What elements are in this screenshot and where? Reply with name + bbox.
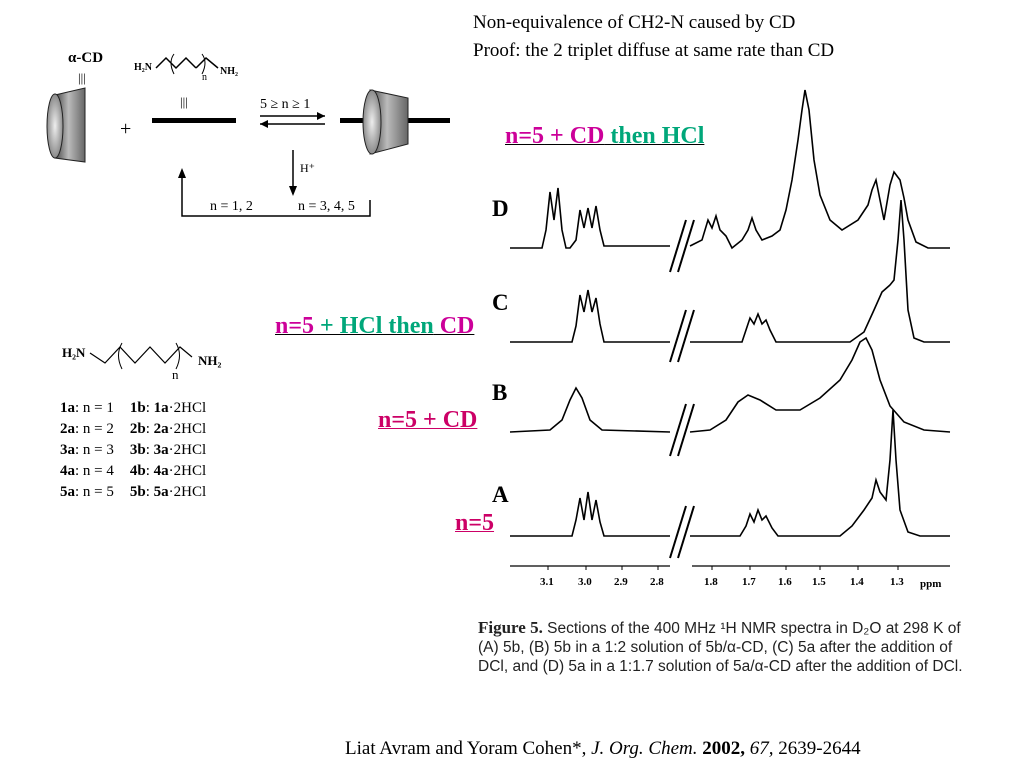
citation-volume: 67, xyxy=(745,738,774,759)
axis-unit: ppm xyxy=(920,578,941,590)
compound-row: 2a: n = 2 2b: 2a·2HCl xyxy=(60,421,207,437)
trace-a-right xyxy=(690,409,950,537)
annotation-a: n=5 xyxy=(455,510,495,536)
annotation-d: n=5 + CD then HCl xyxy=(505,123,704,150)
axis-tick-label: 2.9 xyxy=(614,576,628,588)
cd-label: α-CD xyxy=(68,50,103,66)
compound-row: 1a: n = 1 1b: 1a·2HCl xyxy=(60,400,207,416)
guest-rod xyxy=(152,118,236,123)
axis-break-marks xyxy=(669,219,695,559)
compound-structure: H₂N n NH₂ xyxy=(62,342,222,382)
structure-n: n xyxy=(172,367,179,382)
annotation-c-part3: CD xyxy=(433,313,475,339)
axis-tick-label: 3.1 xyxy=(540,576,554,588)
condition-label: 5 ≥ n ≥ 1 xyxy=(260,97,310,112)
figure-caption: Figure 5. Sections of the 400 MHz ¹H NMR… xyxy=(478,618,978,676)
note-line-1: Non-equivalence of CH2-N caused by CD xyxy=(473,12,796,33)
compound-row: 5a: n = 5 5b: 5a·2HCl xyxy=(60,484,207,500)
branch-right-label: n = 3, 4, 5 xyxy=(298,199,355,214)
plus-sign: + xyxy=(120,118,131,140)
note-line-2: Proof: the 2 triplet diffuse at same rat… xyxy=(473,40,835,61)
trace-label-c: C xyxy=(492,290,509,315)
annotation-c-part2: + HCl then xyxy=(314,313,434,339)
trace-a-left xyxy=(510,491,670,537)
citation: Liat Avram and Yoram Cohen*, J. Org. Che… xyxy=(345,738,861,760)
axis-tick-label: 1.3 xyxy=(890,576,904,588)
trace-d-right xyxy=(689,89,950,250)
nmr-spectra: D C B A 3.1 3.0 2.9 2.8 1.8 1.7 1.6 1.5 1.4 1.3 p… xyxy=(492,89,951,590)
structure-right: NH₂ xyxy=(198,353,222,368)
trace-c-right xyxy=(690,199,950,343)
compound-key-table: 1a: n = 1 1b: 1a·2HCl 2a: n = 2 2b: 2a·2HCl… xyxy=(60,398,206,503)
axis-tick-label: 1.4 xyxy=(850,576,864,588)
trace-label-b: B xyxy=(492,380,507,405)
amine-n: n xyxy=(202,72,207,83)
compound-row: 4a: n = 4 4b: 4a·2HCl xyxy=(60,463,207,479)
axis-ticks: 3.1 3.0 2.9 2.8 1.8 1.7 1.6 1.5 1.4 1.3 xyxy=(540,566,904,588)
trace-label-a: A xyxy=(492,482,509,507)
compound-row: 3a: n = 3 3b: 3a·2HCl xyxy=(60,442,207,458)
annotation-c: n=5 + HCl then CD xyxy=(275,313,474,340)
trace-d-left xyxy=(510,187,670,249)
equiv-middle: ||| xyxy=(180,94,188,109)
cyclodextrin-left-icon xyxy=(46,87,86,163)
citation-pages: 2639-2644 xyxy=(773,738,861,759)
axis-tick-label: 3.0 xyxy=(578,576,592,588)
axis-tick-label: 1.8 xyxy=(704,576,718,588)
trace-c-left xyxy=(510,289,670,343)
axis-tick-label: 1.6 xyxy=(778,576,792,588)
citation-year: 2002, xyxy=(697,738,746,759)
trace-b-right xyxy=(689,336,951,433)
annotation-b: n=5 + CD xyxy=(378,407,478,433)
axis-tick-label: 1.7 xyxy=(742,576,756,588)
equiv-left: ||| xyxy=(78,70,86,85)
reaction-scheme: α-CD ||| + H₂N n NH₂ ||| 5 ≥ n ≥ 1 H⁺ n … xyxy=(46,50,450,217)
annotation-d-part2: + CD xyxy=(544,123,605,149)
annotation-d-part1: n=5 xyxy=(505,123,545,149)
caption-text: Sections of the 400 MHz ¹H NMR spectra i… xyxy=(478,620,963,675)
axis-tick-label: 2.8 xyxy=(650,576,664,588)
annotation-d-part3: then HCl xyxy=(604,123,705,149)
axis-tick-label: 1.5 xyxy=(812,576,826,588)
citation-authors: Liat Avram and Yoram Cohen*, xyxy=(345,738,592,759)
structure-left: H₂N xyxy=(62,345,86,360)
acid-label: H⁺ xyxy=(300,161,315,175)
trace-b-left xyxy=(509,386,671,433)
trace-label-d: D xyxy=(492,196,509,221)
amine-left-label: H₂N xyxy=(134,62,153,73)
annotation-c-part1: n=5 xyxy=(275,313,315,339)
caption-fig-label: Figure 5. xyxy=(478,618,543,637)
branch-left-label: n = 1, 2 xyxy=(210,199,253,214)
citation-journal: J. Org. Chem. xyxy=(591,738,698,759)
amine-right-label: NH₂ xyxy=(220,66,238,77)
cyclodextrin-right-icon xyxy=(362,89,409,155)
